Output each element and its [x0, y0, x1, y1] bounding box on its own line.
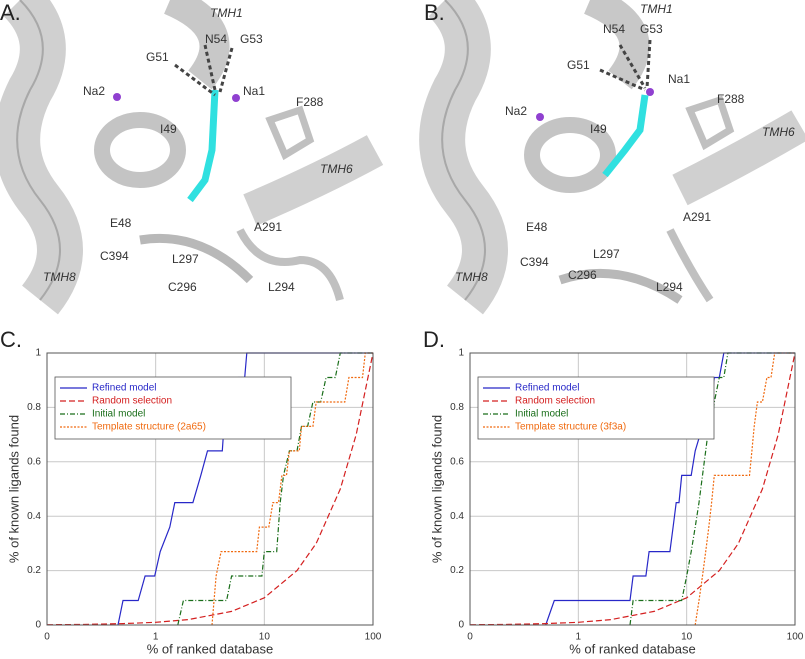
residue-label: F288	[296, 95, 324, 109]
legend-box	[477, 376, 715, 440]
structure-b	[419, 0, 805, 315]
residue-label: N54	[603, 22, 625, 36]
series-line	[629, 352, 795, 626]
y-axis-label: % of known ligands found	[6, 415, 21, 563]
legend-label: Template structure (3f3a)	[515, 422, 626, 433]
series-line	[469, 352, 796, 626]
series-line	[177, 352, 373, 626]
residue-label: C296	[568, 268, 597, 282]
y-tick-label: 0.6	[450, 456, 464, 467]
structure-a	[0, 0, 384, 315]
x-tick-label: 10	[259, 632, 271, 643]
y-tick-label: 1	[458, 348, 464, 359]
residue-label: Na1	[668, 72, 690, 86]
residue-label: F288	[717, 92, 745, 106]
x-tick-label: 100	[787, 632, 804, 643]
panel-label: C.	[0, 327, 22, 352]
residue-label: C296	[168, 280, 197, 294]
residue-label: I49	[590, 122, 607, 136]
legend-label: Refined model	[92, 383, 156, 394]
series-line	[211, 352, 373, 626]
residue-label: TMH6	[762, 125, 795, 139]
plot-frame	[46, 352, 374, 626]
y-tick-label: 0.6	[27, 456, 41, 467]
x-tick-label: 100	[365, 632, 382, 643]
legend-label: Initial model	[515, 409, 568, 420]
residue-label: I49	[160, 122, 177, 136]
series-line	[46, 352, 374, 626]
residue-label: TMH8	[43, 270, 76, 284]
residue-label: C394	[520, 255, 549, 269]
residue-label: TMH8	[455, 270, 488, 284]
y-tick-label: 0.2	[450, 565, 464, 576]
plot-frame	[469, 352, 796, 626]
residue-label: C394	[100, 249, 129, 263]
panel-label: A.	[0, 0, 21, 25]
residue-label: E48	[110, 216, 132, 230]
series-line	[694, 352, 795, 626]
legend-box	[54, 376, 292, 440]
y-tick-label: 0	[458, 620, 464, 631]
residue-label: Na2	[83, 84, 105, 98]
residue-label: L297	[172, 252, 199, 266]
structure-labels: A. TMH1 N54 G53 G51 Na1 Na2 F288 I49 TMH…	[0, 0, 795, 294]
residue-label: A291	[254, 220, 282, 234]
y-tick-label: 0.8	[450, 402, 464, 413]
x-tick-label: 1	[576, 632, 582, 643]
residue-label: N54	[205, 32, 227, 46]
residue-label: Na1	[243, 84, 265, 98]
x-tick-label: 0	[44, 632, 50, 643]
y-axis-label: % of known ligands found	[429, 415, 444, 563]
residue-label: Na2	[505, 104, 527, 118]
residue-label: L294	[656, 280, 683, 294]
y-tick-label: 1	[35, 348, 41, 359]
legend-label: Random selection	[515, 396, 595, 407]
residue-label: TMH6	[320, 162, 353, 176]
legend-label: Refined model	[515, 383, 579, 394]
residue-label: G53	[240, 32, 263, 46]
residue-label: G51	[146, 50, 169, 64]
residue-label: TMH1	[210, 6, 243, 20]
panel-label: B.	[424, 0, 445, 25]
y-tick-label: 0.4	[450, 511, 464, 522]
legend-label: Template structure (2a65)	[92, 422, 206, 433]
panel-label: D.	[423, 327, 445, 352]
y-tick-label: 0.8	[27, 402, 41, 413]
residue-label: L294	[268, 280, 295, 294]
y-tick-label: 0.2	[27, 565, 41, 576]
x-tick-label: 10	[681, 632, 693, 643]
y-tick-label: 0.4	[27, 511, 41, 522]
residue-label: G51	[567, 58, 590, 72]
legend-label: Random selection	[92, 396, 172, 407]
residue-label: G53	[640, 22, 663, 36]
x-axis-label: % of ranked database	[569, 641, 695, 656]
residue-label: A291	[683, 210, 711, 224]
legend-label: Initial model	[92, 409, 145, 420]
x-axis-label: % of ranked database	[147, 641, 273, 656]
residue-label: TMH1	[640, 2, 673, 16]
x-tick-label: 0	[467, 632, 473, 643]
x-tick-label: 1	[153, 632, 159, 643]
y-tick-label: 0	[35, 620, 41, 631]
residue-label: L297	[593, 247, 620, 261]
residue-label: E48	[526, 220, 548, 234]
